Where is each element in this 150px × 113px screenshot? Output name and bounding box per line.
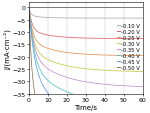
-0.30 V	[48, 60, 50, 61]
-0.10 V	[57, 18, 59, 19]
-0.25 V	[80, 54, 81, 55]
-0.40 V	[80, 96, 81, 97]
-0.20 V	[57, 36, 59, 38]
-0.10 V	[142, 18, 144, 20]
-0.40 V	[28, 8, 30, 9]
Line: -0.10 V: -0.10 V	[29, 8, 143, 19]
-0.35 V	[48, 69, 50, 71]
-0.45 V	[57, 102, 59, 103]
-0.40 V	[114, 102, 116, 104]
-0.10 V	[114, 18, 116, 20]
-0.50 V	[28, 8, 30, 9]
Line: -0.20 V: -0.20 V	[29, 8, 143, 39]
Line: -0.50 V: -0.50 V	[29, 8, 143, 113]
-0.45 V	[48, 94, 50, 95]
Line: -0.45 V: -0.45 V	[29, 8, 143, 113]
-0.35 V	[142, 86, 144, 87]
-0.10 V	[48, 18, 50, 19]
-0.30 V	[142, 71, 144, 73]
-0.25 V	[95, 55, 97, 56]
-0.30 V	[57, 63, 59, 65]
-0.40 V	[95, 100, 97, 101]
-0.25 V	[114, 55, 116, 56]
Line: -0.25 V: -0.25 V	[29, 8, 143, 56]
-0.40 V	[142, 105, 144, 106]
-0.20 V	[48, 35, 50, 37]
-0.10 V	[95, 18, 97, 20]
-0.20 V	[142, 38, 144, 40]
-0.25 V	[142, 55, 144, 57]
-0.30 V	[114, 70, 116, 72]
Y-axis label: j/(mA·cm⁻²): j/(mA·cm⁻²)	[3, 28, 11, 69]
-0.20 V	[114, 38, 116, 40]
-0.20 V	[104, 38, 106, 40]
-0.45 V	[28, 8, 30, 9]
-0.35 V	[104, 84, 106, 85]
-0.30 V	[104, 70, 106, 71]
-0.40 V	[57, 87, 59, 89]
-0.35 V	[57, 74, 59, 75]
-0.30 V	[80, 68, 81, 69]
Line: -0.35 V: -0.35 V	[29, 8, 143, 87]
Line: -0.30 V: -0.30 V	[29, 8, 143, 72]
Legend: -0.10 V, -0.20 V, -0.25 V, -0.30 V, -0.35 V, -0.40 V, -0.45 V, -0.50 V: -0.10 V, -0.20 V, -0.25 V, -0.30 V, -0.3…	[116, 23, 140, 71]
-0.25 V	[48, 49, 50, 50]
-0.30 V	[95, 69, 97, 71]
-0.35 V	[28, 8, 30, 9]
-0.20 V	[80, 38, 81, 39]
-0.10 V	[80, 18, 81, 20]
-0.10 V	[28, 8, 30, 9]
-0.35 V	[95, 83, 97, 84]
-0.25 V	[28, 8, 30, 9]
X-axis label: Time/s: Time/s	[74, 104, 97, 110]
-0.40 V	[104, 101, 106, 102]
-0.35 V	[114, 85, 116, 86]
-0.20 V	[95, 38, 97, 40]
Line: -0.40 V: -0.40 V	[29, 8, 143, 105]
-0.40 V	[48, 81, 50, 82]
-0.25 V	[57, 51, 59, 52]
-0.20 V	[28, 8, 30, 9]
-0.10 V	[104, 18, 106, 20]
-0.25 V	[104, 55, 106, 56]
-0.30 V	[28, 8, 30, 9]
-0.35 V	[80, 80, 81, 82]
